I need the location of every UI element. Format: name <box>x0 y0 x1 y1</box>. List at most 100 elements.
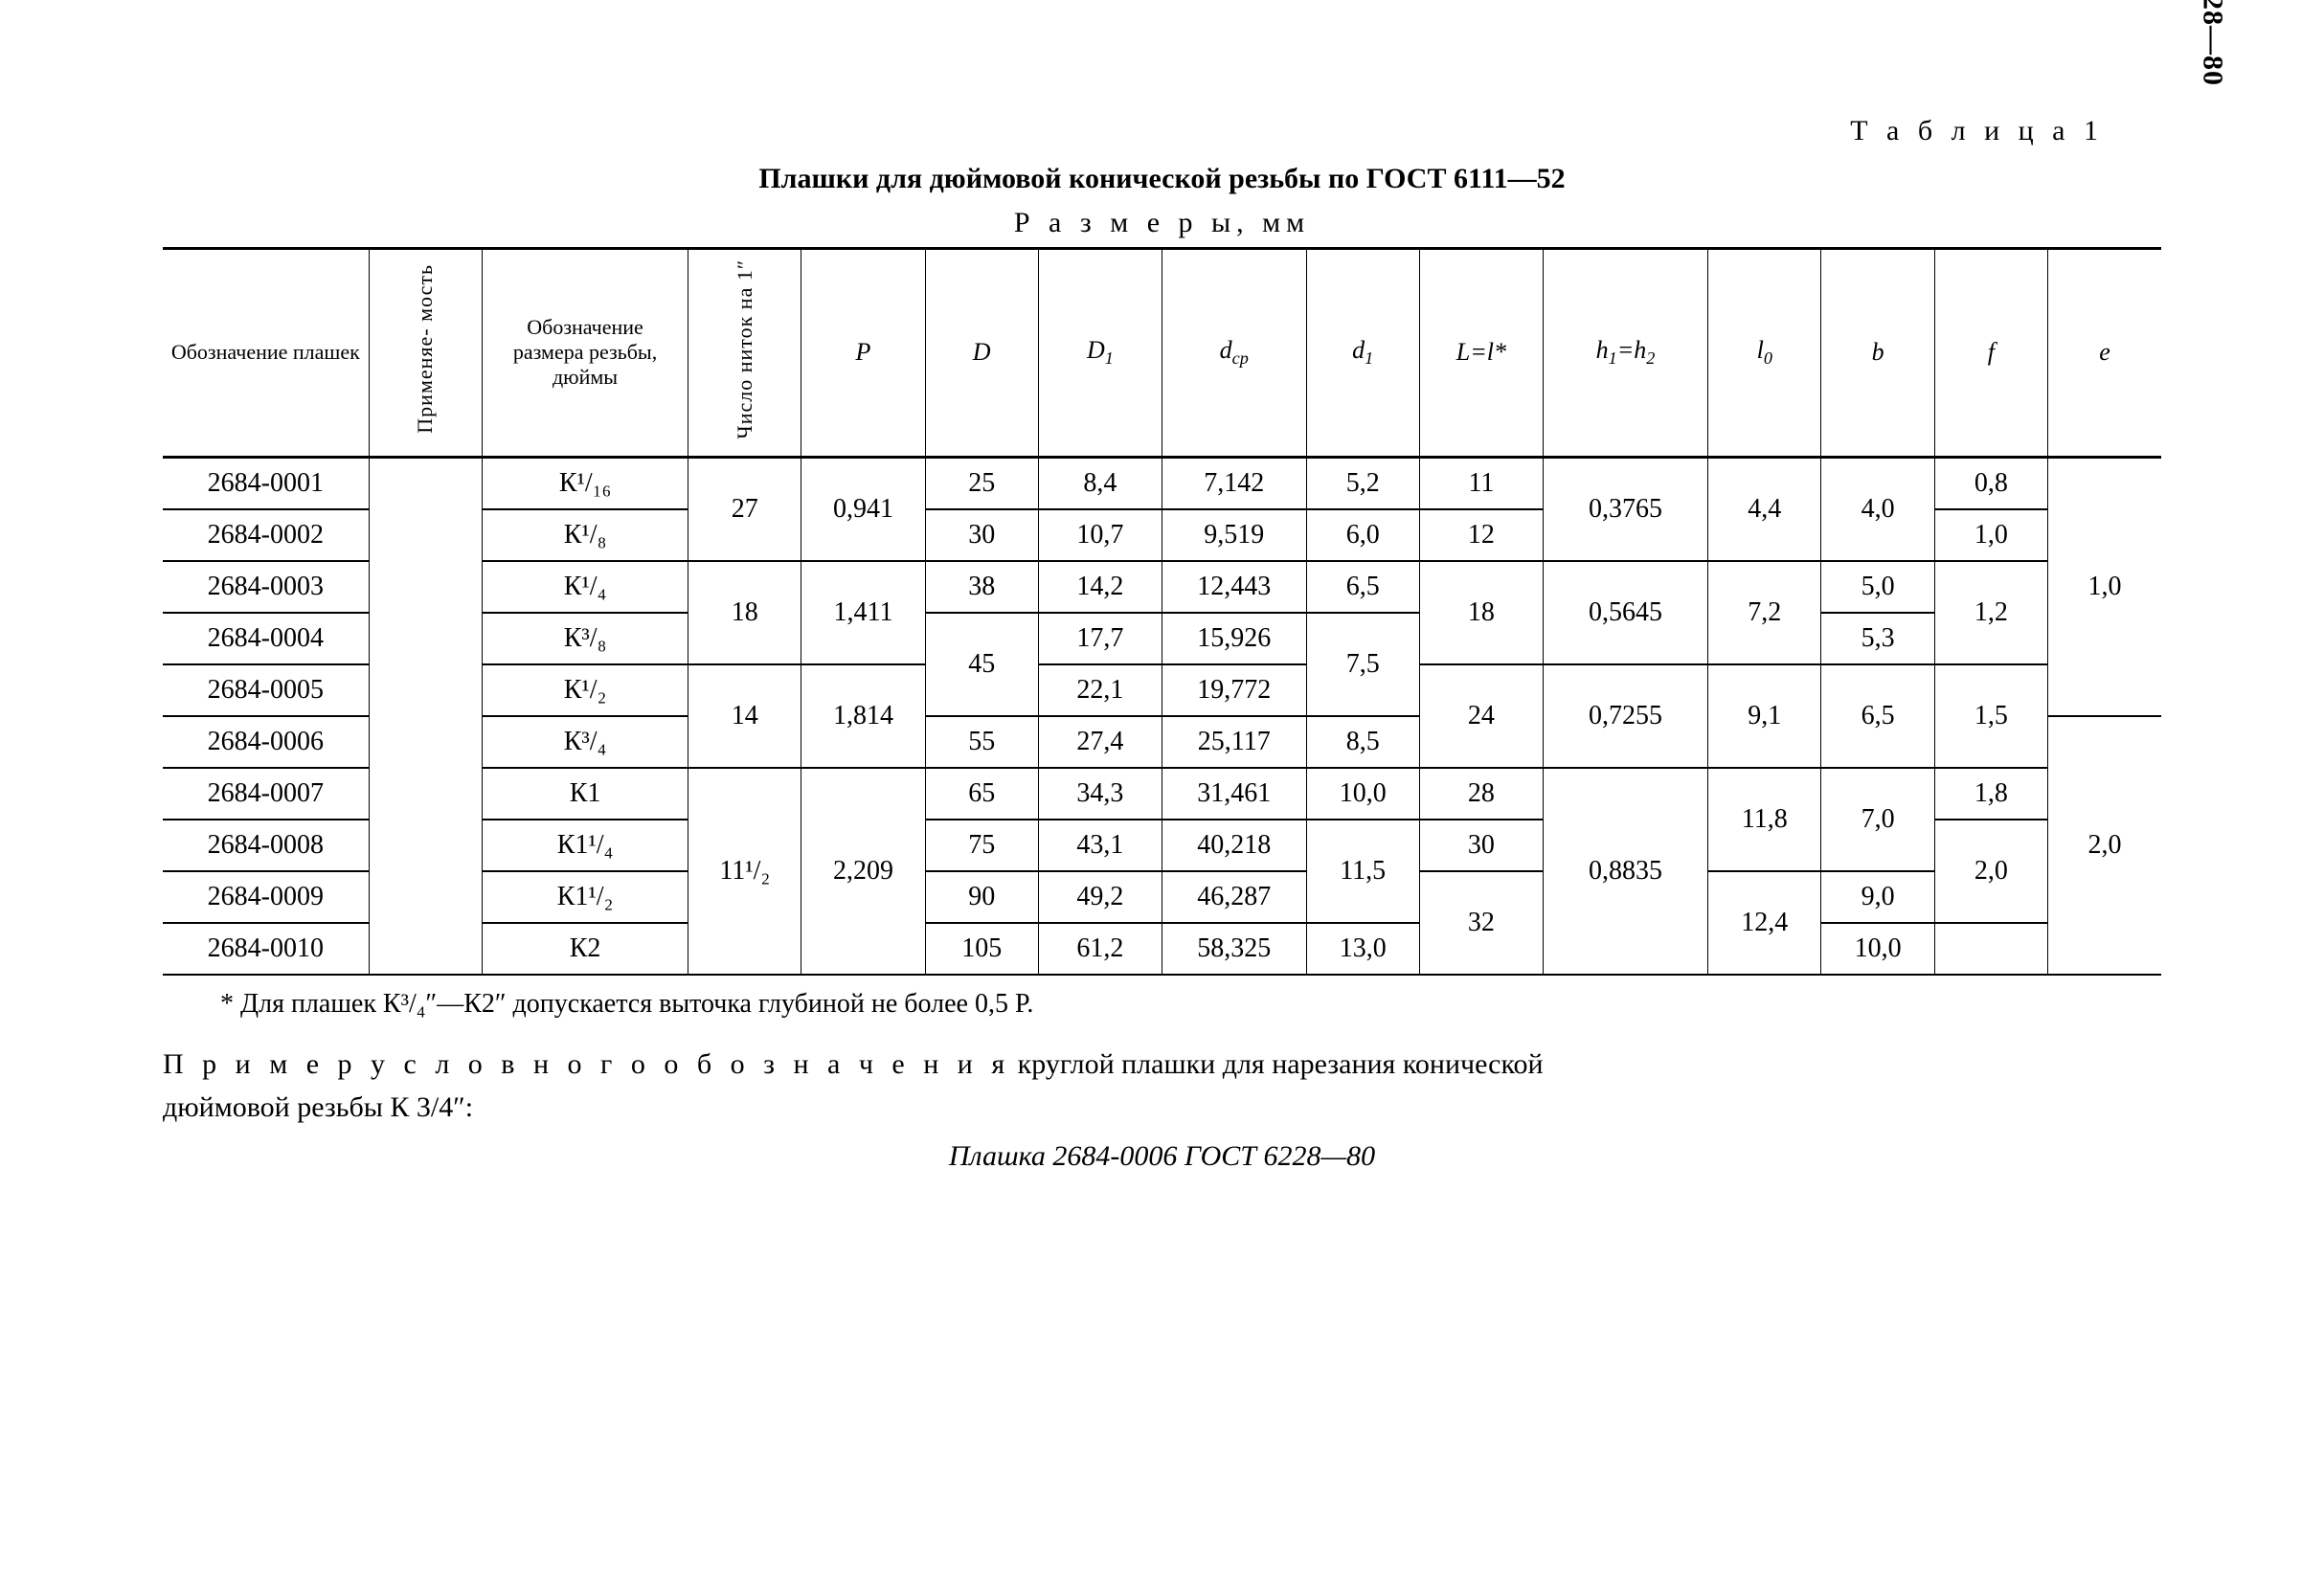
cell: 2684-0004 <box>163 613 369 664</box>
cell <box>369 457 482 975</box>
cell: 15,926 <box>1162 613 1306 664</box>
cell: 8,5 <box>1306 716 1419 768</box>
cell: 10,0 <box>1306 768 1419 820</box>
cell: 2,209 <box>801 768 925 975</box>
cell: 24 <box>1419 664 1543 768</box>
side-header: С. 4 ГОСТ 6228—80 <box>2196 0 2228 86</box>
table-subtitle: Р а з м е р ы, мм <box>163 207 2161 239</box>
cell: 2684-0003 <box>163 561 369 613</box>
cell: 7,2 <box>1708 561 1821 664</box>
cell: 30 <box>925 509 1038 561</box>
table-row: 2684-0001 К¹/₁₆ 27 0,941 25 8,4 7,142 5,… <box>163 457 2161 509</box>
data-table: Обозначение плашек Применяе- мость Обозн… <box>163 247 2161 976</box>
cell: К1¹/₂ <box>482 871 688 923</box>
cell: 2684-0009 <box>163 871 369 923</box>
cell: 5,3 <box>1821 613 1934 664</box>
cell <box>1934 923 2047 975</box>
th-col7: D1 <box>1038 249 1162 458</box>
cell: 7,5 <box>1306 613 1419 716</box>
cell: 10,7 <box>1038 509 1162 561</box>
cell: 1,814 <box>801 664 925 768</box>
cell: 90 <box>925 871 1038 923</box>
cell: 4,0 <box>1821 457 1934 561</box>
th-col9: d1 <box>1306 249 1419 458</box>
th-col14: f <box>1934 249 2047 458</box>
cell: 46,287 <box>1162 871 1306 923</box>
th-col15: e <box>2048 249 2161 458</box>
cell: 1,5 <box>1934 664 2047 768</box>
cell: 27,4 <box>1038 716 1162 768</box>
cell: 0,5645 <box>1543 561 1707 664</box>
cell: 2684-0010 <box>163 923 369 975</box>
cell: 17,7 <box>1038 613 1162 664</box>
example-line2: дюймовой резьбы К 3/4″: <box>163 1091 473 1123</box>
th-col10: L=l* <box>1419 249 1543 458</box>
cell: 1,8 <box>1934 768 2047 820</box>
cell: 2684-0005 <box>163 664 369 716</box>
th-col3: Обозначение размера резьбы, дюймы <box>482 249 688 458</box>
example-spaced: П р и м е р у с л о в н о г о о б о з н … <box>163 1048 1010 1080</box>
cell: 32 <box>1419 871 1543 975</box>
cell: 105 <box>925 923 1038 975</box>
cell: 9,0 <box>1821 871 1934 923</box>
cell: 18 <box>1419 561 1543 664</box>
cell: 0,8 <box>1934 457 2047 509</box>
cell: 14 <box>688 664 801 768</box>
cell: 1,2 <box>1934 561 2047 664</box>
th-col5: P <box>801 249 925 458</box>
cell: 12,443 <box>1162 561 1306 613</box>
cell: 2684-0002 <box>163 509 369 561</box>
cell: 2684-0006 <box>163 716 369 768</box>
cell: К³/₈ <box>482 613 688 664</box>
cell: 1,0 <box>2048 457 2161 716</box>
cell: 6,0 <box>1306 509 1419 561</box>
cell: К¹/₄ <box>482 561 688 613</box>
cell: 43,1 <box>1038 820 1162 871</box>
cell: 12 <box>1419 509 1543 561</box>
th-col4: Число ниток на 1″ <box>688 249 801 458</box>
cell: 10,0 <box>1821 923 1934 975</box>
cell: 27 <box>688 457 801 561</box>
cell: 11,8 <box>1708 768 1821 871</box>
cell: 11 <box>1419 457 1543 509</box>
cell: 65 <box>925 768 1038 820</box>
th-col8: dср <box>1162 249 1306 458</box>
cell: 38 <box>925 561 1038 613</box>
cell: 58,325 <box>1162 923 1306 975</box>
cell: 22,1 <box>1038 664 1162 716</box>
cell: 25,117 <box>1162 716 1306 768</box>
cell: 2684-0001 <box>163 457 369 509</box>
cell: 6,5 <box>1821 664 1934 768</box>
table-header-row: Обозначение плашек Применяе- мость Обозн… <box>163 249 2161 458</box>
cell: К¹/₁₆ <box>482 457 688 509</box>
cell: 2,0 <box>1934 820 2047 923</box>
cell: 75 <box>925 820 1038 871</box>
cell: 4,4 <box>1708 457 1821 561</box>
footnote: * Для плашек К³/₄″—К2″ допускается выточ… <box>163 989 2161 1020</box>
cell: 30 <box>1419 820 1543 871</box>
cell: 2684-0008 <box>163 820 369 871</box>
example-text: П р и м е р у с л о в н о г о о б о з н … <box>163 1043 2161 1129</box>
table-label: Т а б л и ц а 1 <box>163 115 2161 147</box>
cell: 25 <box>925 457 1038 509</box>
cell: К1 <box>482 768 688 820</box>
cell: К¹/₈ <box>482 509 688 561</box>
cell: 2,0 <box>2048 716 2161 975</box>
cell: 1,0 <box>1934 509 2047 561</box>
cell: К³/₄ <box>482 716 688 768</box>
cell: 31,461 <box>1162 768 1306 820</box>
cell: 0,7255 <box>1543 664 1707 768</box>
th-col13: b <box>1821 249 1934 458</box>
cell: 0,941 <box>801 457 925 561</box>
cell: 5,0 <box>1821 561 1934 613</box>
th-col6: D <box>925 249 1038 458</box>
example-rest: круглой плашки для нарезания конической <box>1010 1048 1543 1080</box>
cell: 19,772 <box>1162 664 1306 716</box>
cell: 6,5 <box>1306 561 1419 613</box>
cell: 7,0 <box>1821 768 1934 871</box>
cell: К¹/₂ <box>482 664 688 716</box>
cell: 11,5 <box>1306 820 1419 923</box>
cell: 11¹/₂ <box>688 768 801 975</box>
cell: 9,1 <box>1708 664 1821 768</box>
cell: 9,519 <box>1162 509 1306 561</box>
